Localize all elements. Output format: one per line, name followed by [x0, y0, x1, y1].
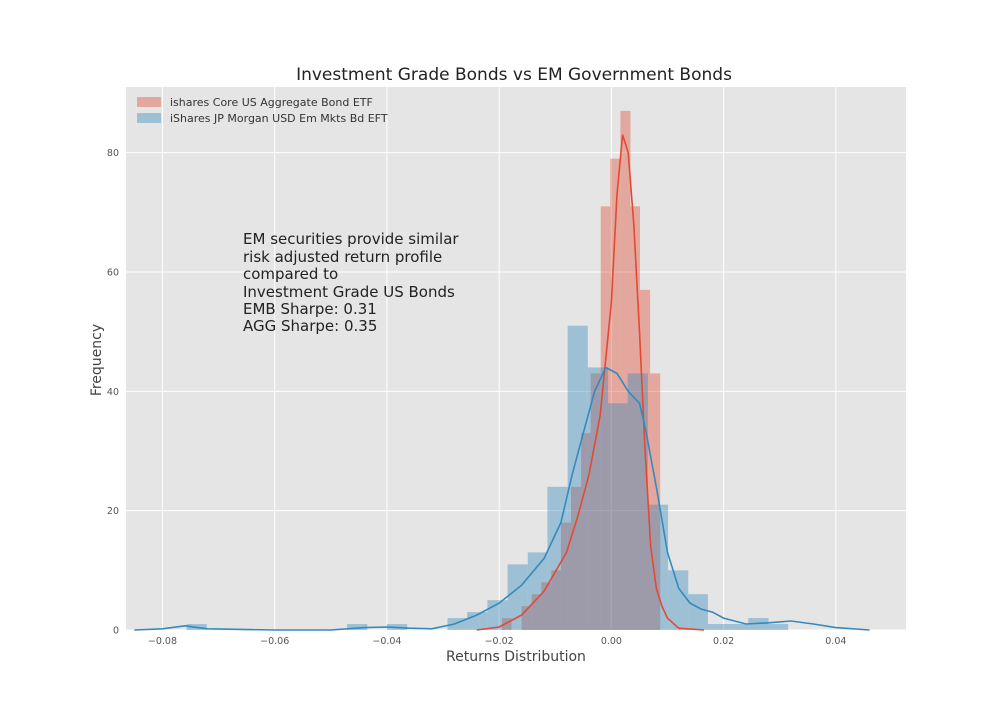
histogram-bar [650, 373, 661, 630]
chart-title: Investment Grade Bonds vs EM Government … [296, 65, 732, 85]
histogram-bar [590, 373, 601, 630]
histogram-bar [707, 624, 729, 630]
annotation-line: compared to [243, 265, 338, 283]
histogram-bar [627, 373, 648, 630]
y-axis-label: Frequency [89, 324, 105, 396]
histogram-bar [668, 570, 689, 630]
histogram-bar [728, 624, 749, 630]
histogram-bar [647, 504, 669, 630]
legend-label-agg: ishares Core US Aggregate Bond ETF [170, 96, 373, 109]
histogram-bar [487, 600, 508, 630]
x-tick-label: −0.04 [372, 636, 401, 647]
x-tick-label: 0.02 [713, 636, 734, 647]
histogram-bar [768, 624, 789, 630]
histogram-bar [570, 486, 582, 630]
y-tick-label: 80 [107, 148, 119, 159]
x-tick-label: −0.06 [260, 636, 289, 647]
legend-swatch-emb [137, 113, 161, 123]
histogram-bar [347, 624, 368, 630]
histogram-bar [688, 594, 708, 630]
kde-line [134, 366, 870, 631]
histogram-bar [501, 618, 512, 630]
legend-swatch-agg [137, 97, 161, 107]
annotation: EM securities provide similar risk adjus… [243, 230, 459, 335]
histogram-bar [581, 433, 591, 630]
histogram-bar [551, 570, 561, 630]
x-tick-label: 0.00 [601, 636, 622, 647]
histogram-bar [560, 522, 571, 630]
y-tick-label: 40 [107, 387, 119, 398]
legend: ishares Core US Aggregate Bond ETF iShar… [137, 96, 388, 125]
histogram-bar [547, 486, 568, 630]
annotation-line: Investment Grade US Bonds [243, 283, 455, 301]
grid-lines [126, 87, 906, 631]
annotation-line: risk adjusted return profile [243, 248, 442, 266]
kde-line [476, 134, 705, 631]
histogram-bar [567, 325, 588, 630]
x-axis-label: Returns Distribution [446, 649, 586, 665]
y-tick-label: 0 [113, 626, 119, 637]
x-tick-label: 0.04 [825, 636, 846, 647]
histogram-bar [600, 206, 611, 631]
emb-histogram [186, 325, 789, 630]
histogram-bar [608, 403, 628, 630]
x-tick-label: −0.02 [485, 636, 514, 647]
x-tick-labels: −0.08 −0.06 −0.04 −0.02 0.00 0.02 0.04 [148, 636, 847, 647]
annotation-line: EM securities provide similar [243, 230, 459, 248]
histogram-bar [541, 582, 552, 630]
histogram-bar [447, 618, 468, 630]
histogram-bar [587, 367, 609, 630]
histogram-bar [630, 206, 641, 631]
histogram-bar [521, 606, 532, 630]
histogram-bar [620, 110, 631, 630]
histogram-bar [610, 158, 621, 630]
histogram-bar [531, 594, 542, 630]
y-tick-labels: 0 20 40 60 80 [107, 148, 119, 636]
x-tick-label: −0.08 [148, 636, 177, 647]
y-tick-label: 20 [107, 506, 119, 517]
annotation-line: AGG Sharpe: 0.35 [243, 317, 377, 335]
plot-area [126, 87, 906, 630]
y-tick-label: 60 [107, 267, 119, 278]
kde-lines [134, 134, 870, 631]
annotation-line: EMB Sharpe: 0.31 [243, 300, 377, 318]
legend-label-emb: iShares JP Morgan USD Em Mkts Bd EFT [170, 112, 388, 125]
